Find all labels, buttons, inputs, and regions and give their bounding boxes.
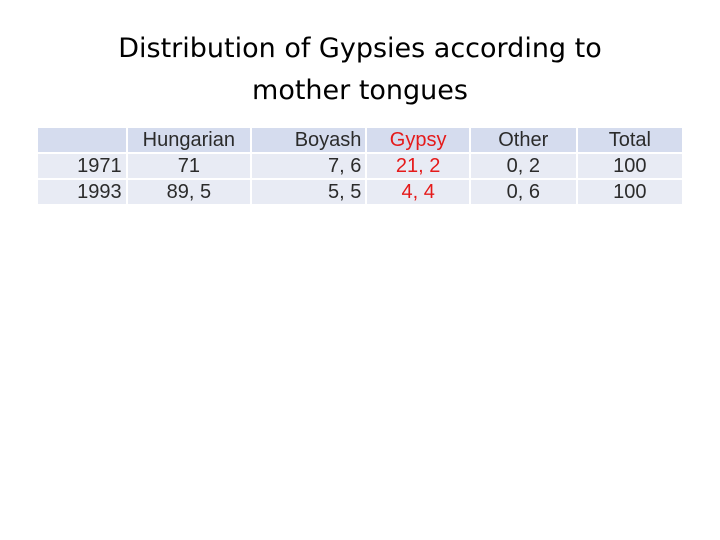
header-cell-boyash: Boyash xyxy=(252,128,366,152)
cell-hungarian: 89, 5 xyxy=(127,180,251,204)
mother-tongue-table: Hungarian Boyash Gypsy Other Total 1971 … xyxy=(36,126,684,206)
header-cell-gypsy: Gypsy xyxy=(367,128,469,152)
header-cell-other: Other xyxy=(470,128,576,152)
cell-hungarian: 71 xyxy=(127,154,251,178)
cell-total: 100 xyxy=(577,180,682,204)
cell-other: 0, 6 xyxy=(470,180,576,204)
cell-year: 1993 xyxy=(38,180,126,204)
table-row: 1971 71 7, 6 21, 2 0, 2 100 xyxy=(38,154,682,178)
table-header-row: Hungarian Boyash Gypsy Other Total xyxy=(38,128,682,152)
cell-boyash: 7, 6 xyxy=(252,154,366,178)
slide-title: Distribution of Gypsies according to mot… xyxy=(60,28,660,112)
cell-gypsy: 21, 2 xyxy=(367,154,469,178)
table-row: 1993 89, 5 5, 5 4, 4 0, 6 100 xyxy=(38,180,682,204)
header-cell-hungarian: Hungarian xyxy=(127,128,251,152)
header-cell-year xyxy=(38,128,126,152)
cell-year: 1971 xyxy=(38,154,126,178)
slide-title-line-1: Distribution of Gypsies according to xyxy=(118,33,602,64)
slide-title-line-2: mother tongues xyxy=(252,75,468,106)
header-cell-total: Total xyxy=(577,128,682,152)
cell-gypsy: 4, 4 xyxy=(367,180,469,204)
cell-other: 0, 2 xyxy=(470,154,576,178)
cell-boyash: 5, 5 xyxy=(252,180,366,204)
cell-total: 100 xyxy=(577,154,682,178)
